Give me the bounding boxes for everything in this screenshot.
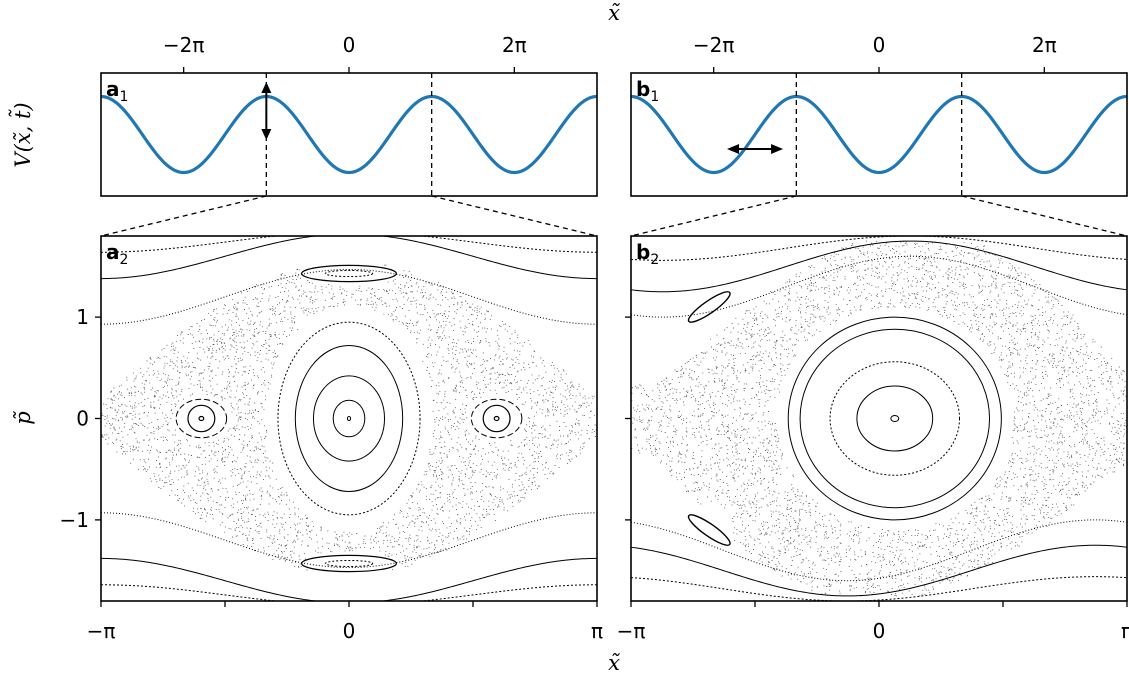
b2-x-tick-label: 0 bbox=[873, 619, 886, 643]
b2-island-orbit bbox=[890, 414, 900, 423]
a2-frame bbox=[100, 235, 598, 602]
a2-rotational-orbit-top-outer bbox=[101, 236, 597, 253]
b2-island-orbit bbox=[799, 328, 991, 509]
a2-center-fixed-point bbox=[346, 415, 352, 422]
a2-chaotic-sea bbox=[101, 264, 597, 571]
a2-panel bbox=[101, 236, 597, 601]
a2-side-island-orbit bbox=[482, 404, 511, 433]
a2-side-island-center bbox=[493, 415, 500, 422]
a2-rotational-orbit-top bbox=[101, 236, 597, 280]
b2-chaotic-sea bbox=[631, 240, 1127, 597]
a2-y-tick-label: −1 bbox=[60, 508, 89, 532]
b2-rotational-orbit-top bbox=[631, 240, 1127, 293]
b1-potential-curve bbox=[630, 94, 1128, 175]
a1-panel-index: 1 bbox=[120, 89, 129, 105]
a1-panel bbox=[100, 73, 598, 196]
b1-panel-index: 1 bbox=[650, 89, 659, 105]
b1-panel bbox=[630, 73, 1128, 196]
b1-x-tick-label: 0 bbox=[873, 33, 886, 57]
y-axis-label-bottom: p̃ bbox=[11, 411, 35, 425]
x-axis-label-bottom: x̃ bbox=[608, 651, 620, 675]
zoom-connector-left bbox=[630, 195, 797, 237]
arrow-up-icon bbox=[261, 82, 272, 93]
x-axis-label-top: x̃ bbox=[608, 1, 620, 25]
a1-frame bbox=[100, 72, 598, 197]
a2-central-island-orbit bbox=[312, 375, 386, 462]
arrow-left-icon bbox=[727, 144, 740, 154]
a2-central-island-orbit bbox=[277, 321, 421, 516]
b2-chaotic-boundary-bottom bbox=[631, 519, 1127, 582]
b2-rotational-orbit-bottom bbox=[631, 544, 1127, 597]
b2-panel bbox=[631, 236, 1127, 601]
a1-potential-curve bbox=[100, 94, 598, 175]
a2-side-island-separatrix bbox=[470, 398, 523, 439]
a1-x-tick-label: 0 bbox=[343, 33, 356, 57]
a2-y-tick-label: 1 bbox=[76, 305, 89, 329]
a1-panel-label: a1 bbox=[106, 77, 128, 105]
a2-resonance-island bbox=[301, 554, 397, 573]
a2-resonance-island-inner bbox=[324, 559, 374, 568]
b2-secondary-island bbox=[687, 291, 731, 323]
b2-frame bbox=[630, 235, 1128, 602]
a2-x-tick-label: −π bbox=[87, 619, 116, 643]
b1-panel-letter: b bbox=[636, 77, 650, 101]
b2-island-orbit bbox=[856, 385, 934, 452]
b2-sea-points bbox=[631, 240, 1127, 597]
a2-resonance-island-inner bbox=[324, 269, 374, 278]
zoom-connector-right bbox=[431, 195, 598, 237]
a2-side-island-center bbox=[198, 415, 205, 422]
arrow-right-icon bbox=[771, 144, 784, 154]
b2-panel-label: b2 bbox=[636, 240, 659, 268]
a2-panel-label: a2 bbox=[106, 240, 128, 268]
a2-y-tick-label: 0 bbox=[76, 407, 89, 431]
b2-secondary-island bbox=[687, 514, 731, 546]
b1-x-tick-label: −2π bbox=[693, 33, 735, 57]
a1-panel-letter: a bbox=[106, 77, 120, 101]
a2-x-tick-label: 0 bbox=[343, 619, 356, 643]
a2-sea-points bbox=[101, 264, 597, 571]
zoom-connector-left bbox=[100, 195, 267, 237]
b2-panel-letter: b bbox=[636, 240, 650, 264]
b2-chaotic-boundary-top bbox=[631, 255, 1127, 318]
b2-rotational-orbit-top-outer bbox=[631, 236, 1127, 261]
a2-central-island-orbit bbox=[332, 399, 366, 438]
a2-central-island-orbit bbox=[294, 345, 404, 492]
b2-island-outer-orbit bbox=[787, 316, 1002, 521]
b2-x-tick-label: π bbox=[1121, 619, 1129, 643]
a2-panel-letter: a bbox=[106, 240, 120, 264]
b2-rotational-orbit-bottom-outer bbox=[631, 576, 1127, 601]
a2-x-tick-label: π bbox=[591, 619, 603, 643]
a2-panel-index: 2 bbox=[120, 252, 129, 268]
b2-x-tick-label: −π bbox=[617, 619, 646, 643]
a1-x-tick-label: −2π bbox=[163, 33, 205, 57]
a2-resonance-island bbox=[301, 264, 397, 283]
arrow-down-icon bbox=[261, 129, 272, 140]
a2-side-island-separatrix bbox=[175, 398, 228, 439]
y-axis-label-top: V(x̃, t̃) bbox=[8, 102, 35, 167]
a2-rotational-orbit-bottom bbox=[101, 557, 597, 601]
b1-x-tick-label: 2π bbox=[1032, 33, 1057, 57]
a2-chaotic-boundary-top bbox=[101, 268, 597, 325]
a1-x-tick-label: 2π bbox=[502, 33, 527, 57]
zoom-connector-right bbox=[961, 195, 1128, 237]
b2-island-orbit bbox=[829, 361, 961, 476]
a2-side-island-orbit bbox=[187, 404, 216, 433]
a2-chaotic-boundary-bottom bbox=[101, 512, 597, 569]
b1-frame bbox=[630, 72, 1128, 197]
b1-panel-label: b1 bbox=[636, 77, 659, 105]
b2-panel-index: 2 bbox=[650, 252, 659, 268]
